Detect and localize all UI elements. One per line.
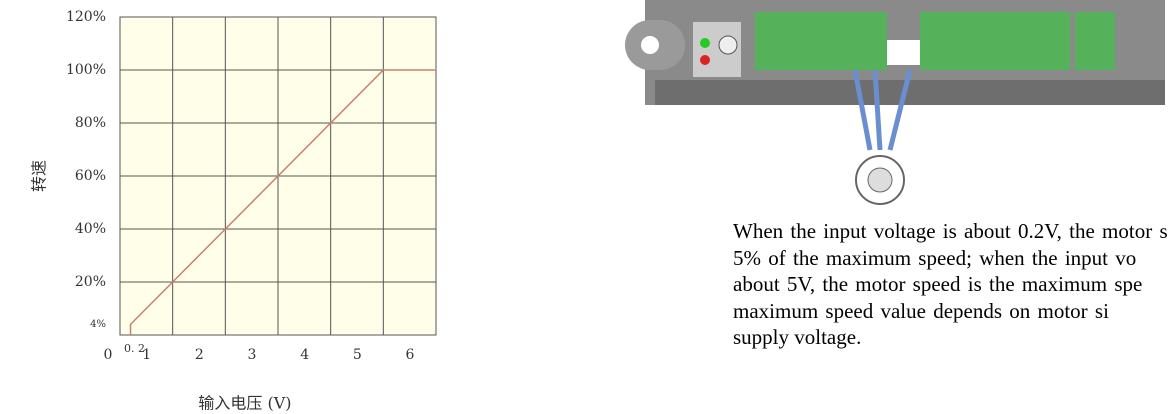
y-axis-label: 转速 (30, 160, 49, 192)
driver-illustration (625, 0, 1165, 205)
x-tick-label: 4 (300, 347, 309, 363)
x-tick-label: 0 (104, 347, 113, 363)
data-line (129, 69, 436, 335)
connector (887, 40, 920, 65)
chart: 4% 20% 40% 60% 80% 100% 120% 0 0. 21 2 3 4 5 6 转速输入电压 … (30, 9, 437, 413)
x-tick-label: 2 (195, 347, 204, 363)
x-tick-label: 1 (142, 347, 151, 363)
y-tick-label: 80% (75, 115, 106, 131)
wire (872, 69, 883, 151)
dial (718, 35, 738, 55)
y-tick-label: 4% (90, 319, 106, 330)
terminal-block (920, 12, 1070, 70)
text-line: maximum speed value depends on motor si (733, 298, 1109, 323)
led-green (700, 38, 710, 48)
knob (867, 167, 893, 193)
x-tick-label: 0. 2 (124, 342, 145, 355)
x-tick-label: 5 (353, 347, 362, 363)
led-red (700, 55, 710, 65)
base (655, 80, 1165, 105)
y-tick-label: 120% (66, 9, 106, 25)
wire (887, 69, 913, 151)
y-tick-label: 100% (66, 62, 106, 78)
x-tick-label: 3 (248, 347, 257, 363)
terminal-block (1075, 12, 1115, 70)
y-tick-label: 40% (75, 221, 106, 237)
terminal-block (755, 12, 887, 70)
text-line: about 5V, the motor speed is the maximum… (733, 272, 1143, 296)
description: When the input voltage is about 0.2V, th… (733, 218, 1169, 351)
text-line: supply voltage. (733, 325, 862, 349)
x-tick-label: 6 (406, 347, 415, 363)
y-tick-label: 20% (75, 274, 106, 290)
text-line: When the input voltage is about 0.2V, th… (733, 219, 1168, 243)
wire (852, 69, 873, 151)
x-axis-label: 输入电压 (V) (198, 394, 291, 413)
text-line: 5% of the maximum speed; when the input … (733, 245, 1137, 270)
y-tick-label: 60% (75, 168, 106, 184)
mount-hole (641, 36, 659, 54)
